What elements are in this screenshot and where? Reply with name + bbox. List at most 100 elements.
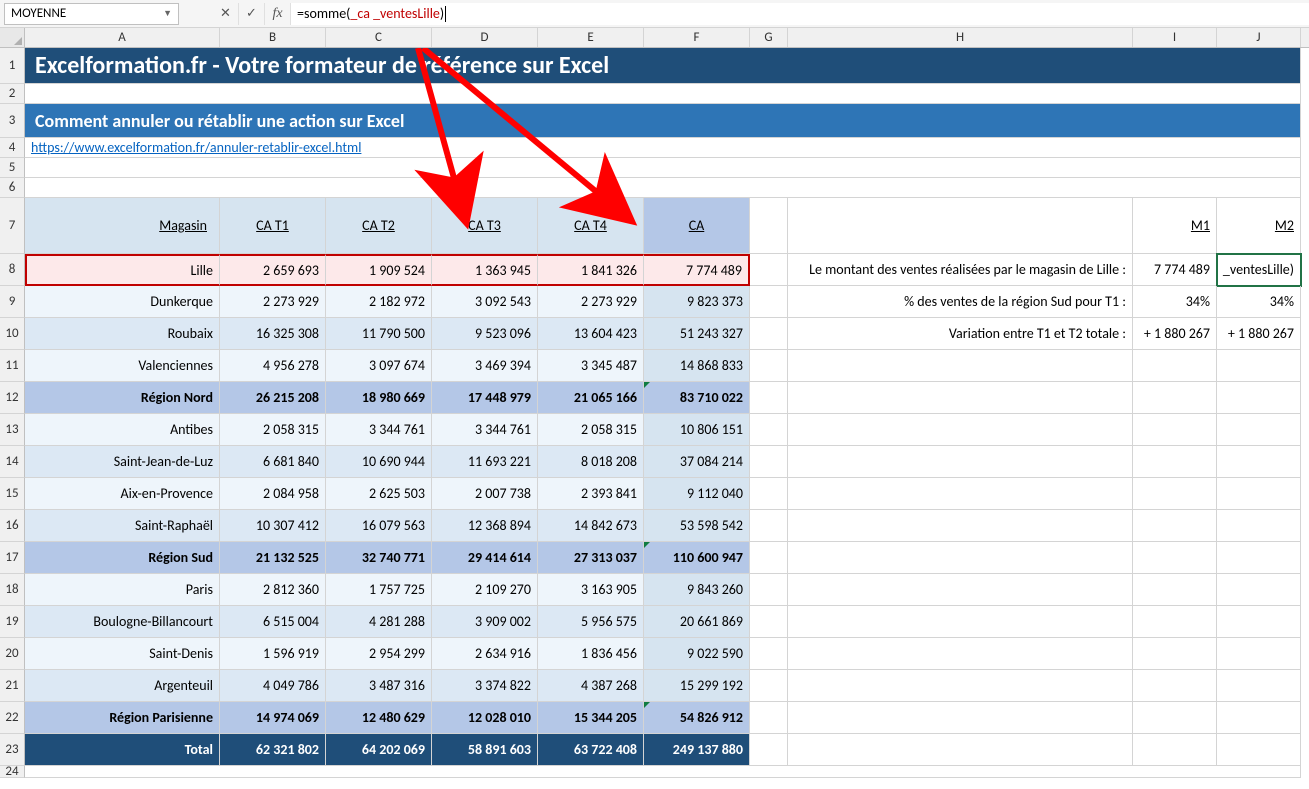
col-header-B[interactable]: B xyxy=(220,28,326,47)
side-m1[interactable] xyxy=(1133,350,1217,382)
row-header-5[interactable]: 5 xyxy=(0,158,25,178)
cell-t3[interactable]: 3 469 394 xyxy=(432,350,538,382)
formula-input[interactable]: =somme(_ca _ventesLille) xyxy=(291,3,1309,25)
hdr-t4[interactable]: CA T4 xyxy=(538,198,644,254)
cell-magasin[interactable]: Valenciennes xyxy=(25,350,220,382)
hdr-m2[interactable]: M2 xyxy=(1217,198,1301,254)
cell-t1[interactable]: 2 084 958 xyxy=(220,478,326,510)
cell-t2[interactable]: 2 954 299 xyxy=(326,638,432,670)
cell-t4[interactable]: 14 842 673 xyxy=(538,510,644,542)
cell-ca[interactable]: 10 806 151 xyxy=(644,414,750,446)
cell-t1[interactable]: 2 058 315 xyxy=(220,414,326,446)
side-m1[interactable]: 34% xyxy=(1133,286,1217,318)
row-header-1[interactable]: 1 xyxy=(0,48,25,84)
side-m1[interactable] xyxy=(1133,446,1217,478)
side-m2[interactable]: + 1 880 267 xyxy=(1217,318,1301,350)
cell-t1[interactable]: 2 812 360 xyxy=(220,574,326,606)
cell-t2[interactable]: 10 690 944 xyxy=(326,446,432,478)
cell-t1[interactable]: 21 132 525 xyxy=(220,542,326,574)
side-m2[interactable]: _ventesLille) xyxy=(1217,254,1301,286)
cell-t4[interactable]: 27 313 037 xyxy=(538,542,644,574)
row-header-14[interactable]: 14 xyxy=(0,446,25,478)
side-m1[interactable] xyxy=(1133,606,1217,638)
cell-magasin[interactable]: Région Parisienne xyxy=(25,702,220,734)
side-m2[interactable] xyxy=(1217,638,1301,670)
cell-ca[interactable]: 110 600 947 xyxy=(644,542,750,574)
cell-t4[interactable]: 4 387 268 xyxy=(538,670,644,702)
cell-t1[interactable]: 16 325 308 xyxy=(220,318,326,350)
side-m2[interactable] xyxy=(1217,574,1301,606)
cell-t4[interactable]: 5 956 575 xyxy=(538,606,644,638)
side-m1[interactable]: 7 774 489 xyxy=(1133,254,1217,286)
side-m2[interactable] xyxy=(1217,478,1301,510)
cell-magasin[interactable]: Paris xyxy=(25,574,220,606)
cell-t3[interactable]: 2 109 270 xyxy=(432,574,538,606)
cell-t4[interactable]: 3 163 905 xyxy=(538,574,644,606)
side-m2[interactable] xyxy=(1217,670,1301,702)
row-header-20[interactable]: 20 xyxy=(0,638,25,670)
side-label[interactable] xyxy=(788,574,1133,606)
cell-t2[interactable]: 16 079 563 xyxy=(326,510,432,542)
confirm-formula-icon[interactable]: ✓ xyxy=(239,3,265,25)
row-header-2[interactable]: 2 xyxy=(0,84,25,104)
cell-magasin[interactable]: Région Sud xyxy=(25,542,220,574)
row-header-24[interactable]: 24 xyxy=(0,766,25,778)
col-header-C[interactable]: C xyxy=(326,28,432,47)
cell-t3[interactable]: 9 523 096 xyxy=(432,318,538,350)
side-label[interactable]: Variation entre T1 et T2 totale : xyxy=(788,318,1133,350)
cell-t4[interactable]: 2 273 929 xyxy=(538,286,644,318)
col-header-E[interactable]: E xyxy=(538,28,644,47)
cell-magasin[interactable]: Aix-en-Provence xyxy=(25,478,220,510)
cell-ca[interactable]: 9 022 590 xyxy=(644,638,750,670)
row-header-18[interactable]: 18 xyxy=(0,574,25,606)
row-header-6[interactable]: 6 xyxy=(0,178,25,198)
cell-ca[interactable]: 54 826 912 xyxy=(644,702,750,734)
hdr-t2[interactable]: CA T2 xyxy=(326,198,432,254)
side-m2[interactable] xyxy=(1217,702,1301,734)
row-header-16[interactable]: 16 xyxy=(0,510,25,542)
side-label[interactable] xyxy=(788,414,1133,446)
cell-t2[interactable]: 3 344 761 xyxy=(326,414,432,446)
cell-t1[interactable]: 2 659 693 xyxy=(220,254,326,286)
side-m1[interactable] xyxy=(1133,542,1217,574)
cell-magasin[interactable]: Antibes xyxy=(25,414,220,446)
side-m1[interactable] xyxy=(1133,510,1217,542)
cell-t3[interactable]: 58 891 603 xyxy=(432,734,538,766)
cell-t4[interactable]: 2 393 841 xyxy=(538,478,644,510)
side-m2[interactable] xyxy=(1217,542,1301,574)
fx-icon[interactable]: fx xyxy=(265,3,291,25)
side-m2[interactable] xyxy=(1217,734,1301,766)
cell-t4[interactable]: 3 345 487 xyxy=(538,350,644,382)
cell-t1[interactable]: 2 273 929 xyxy=(220,286,326,318)
cell-t2[interactable]: 1 909 524 xyxy=(326,254,432,286)
side-m2[interactable]: 34% xyxy=(1217,286,1301,318)
row-header-9[interactable]: 9 xyxy=(0,286,25,318)
cell-t1[interactable]: 62 321 802 xyxy=(220,734,326,766)
cell-magasin[interactable]: Saint-Raphaël xyxy=(25,510,220,542)
cell-magasin[interactable]: Dunkerque xyxy=(25,286,220,318)
side-m1[interactable] xyxy=(1133,574,1217,606)
cell-t3[interactable]: 3 909 002 xyxy=(432,606,538,638)
cell-ca[interactable]: 9 823 373 xyxy=(644,286,750,318)
side-m2[interactable] xyxy=(1217,606,1301,638)
side-m1[interactable] xyxy=(1133,734,1217,766)
hdr-ca[interactable]: CA xyxy=(644,198,750,254)
row-header-19[interactable]: 19 xyxy=(0,606,25,638)
cell-t2[interactable]: 1 757 725 xyxy=(326,574,432,606)
row-header-17[interactable]: 17 xyxy=(0,542,25,574)
cell-ca[interactable]: 249 137 880 xyxy=(644,734,750,766)
cell-t2[interactable]: 3 487 316 xyxy=(326,670,432,702)
cell-magasin[interactable]: Total xyxy=(25,734,220,766)
cell-t1[interactable]: 6 681 840 xyxy=(220,446,326,478)
cell-ca[interactable]: 9 843 260 xyxy=(644,574,750,606)
col-header-J[interactable]: J xyxy=(1217,28,1301,47)
cell-t1[interactable]: 1 596 919 xyxy=(220,638,326,670)
side-label[interactable] xyxy=(788,542,1133,574)
row-header-22[interactable]: 22 xyxy=(0,702,25,734)
cell-magasin[interactable]: Boulogne-Billancourt xyxy=(25,606,220,638)
cell-t3[interactable]: 2 007 738 xyxy=(432,478,538,510)
cell-t3[interactable]: 12 368 894 xyxy=(432,510,538,542)
select-all-corner[interactable] xyxy=(0,28,25,47)
side-m2[interactable] xyxy=(1217,510,1301,542)
cell-t1[interactable]: 4 956 278 xyxy=(220,350,326,382)
